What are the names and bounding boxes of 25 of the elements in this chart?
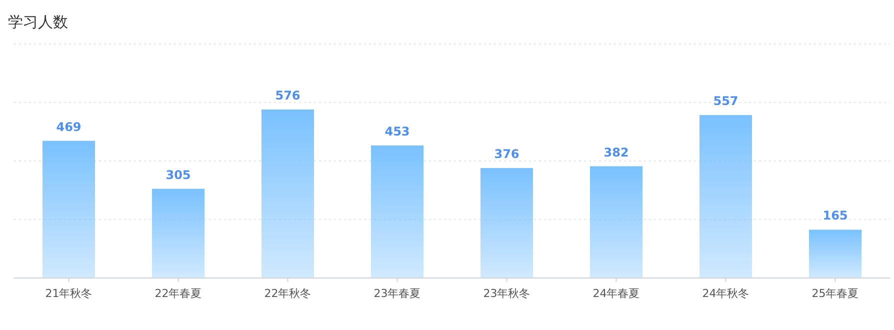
x-tick-label: 24年春夏 <box>592 287 640 300</box>
bar <box>808 230 862 278</box>
chart-title: 学习人数 <box>8 13 68 31</box>
data-label: 165 <box>822 208 848 223</box>
bar <box>590 166 643 278</box>
x-tick-label: 22年春夏 <box>154 287 202 300</box>
data-label: 453 <box>384 124 410 138</box>
x-tick-label: 23年春夏 <box>374 287 421 300</box>
data-label: 305 <box>166 168 191 182</box>
data-label: 576 <box>275 88 300 103</box>
bar <box>42 140 96 278</box>
bar <box>480 168 534 278</box>
data-label: 382 <box>604 145 629 160</box>
data-label: 557 <box>713 94 738 108</box>
x-tick-label: 22年秋冬 <box>264 287 312 300</box>
x-tick-label: 25年春夏 <box>812 287 859 300</box>
data-label: 469 <box>56 120 82 134</box>
x-tick-label: 21年秋冬 <box>45 287 92 300</box>
data-label: 376 <box>494 147 520 162</box>
bar <box>699 115 752 278</box>
bar <box>152 188 205 278</box>
bar <box>261 110 314 278</box>
bar <box>370 145 424 278</box>
x-tick-label: 24年秋冬 <box>702 287 750 300</box>
x-tick-label: 23年秋冬 <box>483 287 530 300</box>
